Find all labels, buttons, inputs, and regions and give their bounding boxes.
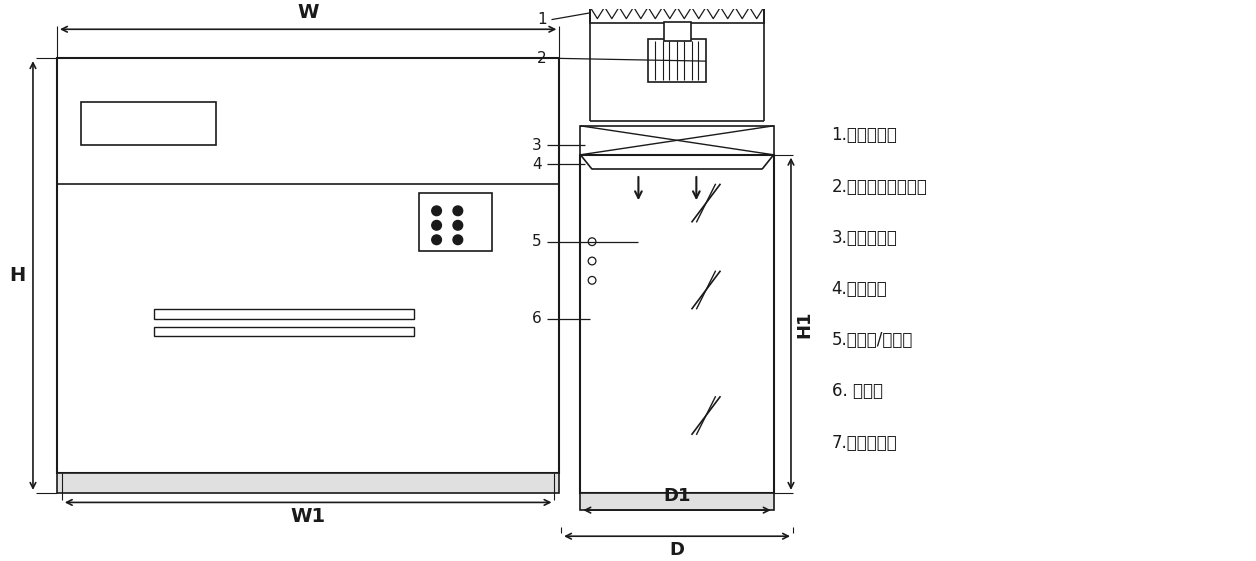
Text: D: D (669, 541, 685, 559)
Circle shape (453, 206, 462, 215)
Bar (580, 493, 774, 510)
Circle shape (432, 206, 441, 215)
Text: 6: 6 (533, 311, 541, 327)
Text: D1: D1 (663, 488, 691, 505)
Text: H: H (9, 266, 25, 285)
Bar (153, 309, 414, 319)
Bar (648, 39, 706, 82)
Bar (420, 194, 491, 251)
Bar (580, 155, 774, 493)
Text: H1: H1 (796, 310, 814, 338)
Text: 3: 3 (533, 137, 541, 153)
Bar (57, 473, 559, 493)
Text: 6. 侧玻璃: 6. 侧玻璃 (831, 383, 883, 401)
Circle shape (453, 220, 462, 230)
Bar (580, 126, 774, 155)
Bar (153, 327, 414, 337)
Text: 1.初效过滤器: 1.初效过滤器 (831, 126, 897, 145)
Bar (82, 102, 216, 145)
Bar (57, 58, 559, 473)
Text: W1: W1 (290, 507, 325, 526)
Circle shape (432, 220, 441, 230)
Text: 3.高效过滤器: 3.高效过滤器 (831, 229, 897, 247)
Text: 1: 1 (538, 12, 546, 27)
Text: W: W (298, 3, 319, 21)
Text: 4.操作面板: 4.操作面板 (831, 280, 887, 298)
Text: 5: 5 (533, 234, 541, 249)
Text: 4: 4 (533, 157, 541, 172)
Bar (590, 7, 764, 22)
Text: 2: 2 (538, 50, 546, 66)
Circle shape (432, 235, 441, 245)
Bar (663, 21, 691, 41)
Text: 7.不锈钉台面: 7.不锈钉台面 (831, 434, 897, 452)
Circle shape (453, 235, 462, 245)
Text: 2.可变风量送风机组: 2.可变风量送风机组 (831, 178, 927, 196)
Text: 5.荚光灯/紫外灯: 5.荚光灯/紫外灯 (831, 331, 913, 349)
